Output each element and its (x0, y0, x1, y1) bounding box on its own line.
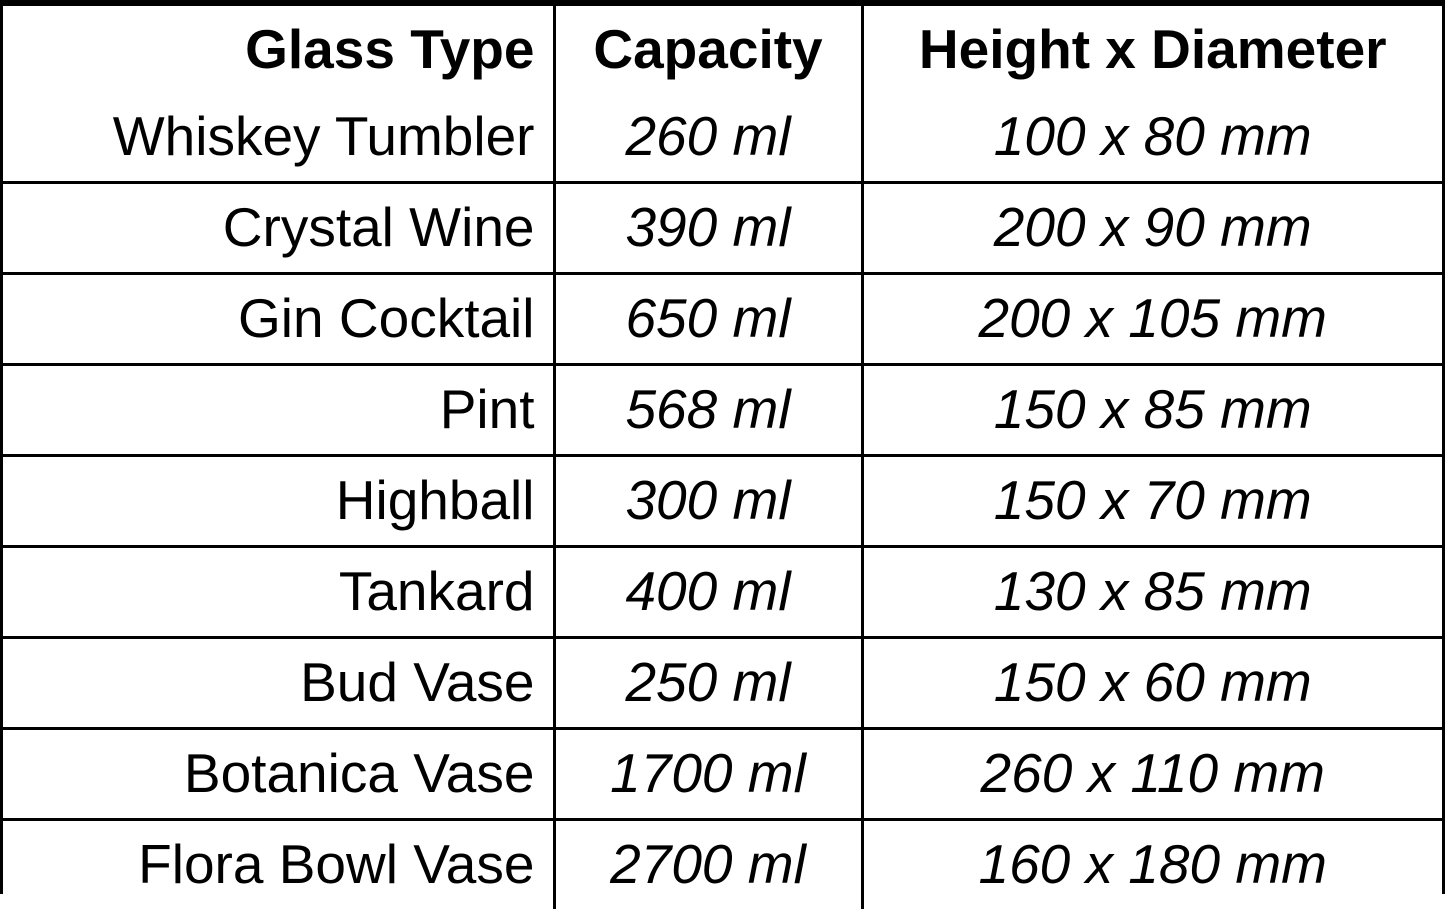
cell-capacity: 650 ml (554, 274, 862, 365)
cell-capacity: 2700 ml (554, 820, 862, 909)
cell-capacity: 400 ml (554, 547, 862, 638)
cell-dimensions: 130 x 85 mm (862, 547, 1442, 638)
table-body: Whiskey Tumbler 260 ml 100 x 80 mm Cryst… (3, 93, 1442, 909)
cell-capacity: 390 ml (554, 183, 862, 274)
cell-dimensions: 160 x 180 mm (862, 820, 1442, 909)
table-row: Gin Cocktail 650 ml 200 x 105 mm (3, 274, 1442, 365)
cell-capacity: 250 ml (554, 638, 862, 729)
table-row: Botanica Vase 1700 ml 260 x 110 mm (3, 729, 1442, 820)
cell-glass-type: Flora Bowl Vase (3, 820, 554, 909)
cell-dimensions: 150 x 85 mm (862, 365, 1442, 456)
cell-capacity: 1700 ml (554, 729, 862, 820)
glassware-specifications-table: Glass Type Capacity Height x Diameter Wh… (3, 6, 1442, 909)
cell-glass-type: Tankard (3, 547, 554, 638)
cell-dimensions: 200 x 105 mm (862, 274, 1442, 365)
cell-glass-type: Highball (3, 456, 554, 547)
table-row: Highball 300 ml 150 x 70 mm (3, 456, 1442, 547)
table-row: Flora Bowl Vase 2700 ml 160 x 180 mm (3, 820, 1442, 909)
table-row: Bud Vase 250 ml 150 x 60 mm (3, 638, 1442, 729)
cell-dimensions: 150 x 60 mm (862, 638, 1442, 729)
cell-glass-type: Pint (3, 365, 554, 456)
column-header-glass-type: Glass Type (3, 6, 554, 93)
cell-capacity: 300 ml (554, 456, 862, 547)
table-row: Tankard 400 ml 130 x 85 mm (3, 547, 1442, 638)
cell-dimensions: 100 x 80 mm (862, 93, 1442, 183)
cell-glass-type: Botanica Vase (3, 729, 554, 820)
column-header-dimensions: Height x Diameter (862, 6, 1442, 93)
column-header-capacity: Capacity (554, 6, 862, 93)
table-header-row: Glass Type Capacity Height x Diameter (3, 6, 1442, 93)
cell-glass-type: Gin Cocktail (3, 274, 554, 365)
cell-dimensions: 150 x 70 mm (862, 456, 1442, 547)
cell-glass-type: Whiskey Tumbler (3, 93, 554, 183)
cell-capacity: 568 ml (554, 365, 862, 456)
table-row: Crystal Wine 390 ml 200 x 90 mm (3, 183, 1442, 274)
table-row: Pint 568 ml 150 x 85 mm (3, 365, 1442, 456)
cell-dimensions: 200 x 90 mm (862, 183, 1442, 274)
cell-capacity: 260 ml (554, 93, 862, 183)
table-row: Whiskey Tumbler 260 ml 100 x 80 mm (3, 93, 1442, 183)
table-header: Glass Type Capacity Height x Diameter (3, 6, 1442, 93)
cell-glass-type: Bud Vase (3, 638, 554, 729)
cell-glass-type: Crystal Wine (3, 183, 554, 274)
cell-dimensions: 260 x 110 mm (862, 729, 1442, 820)
